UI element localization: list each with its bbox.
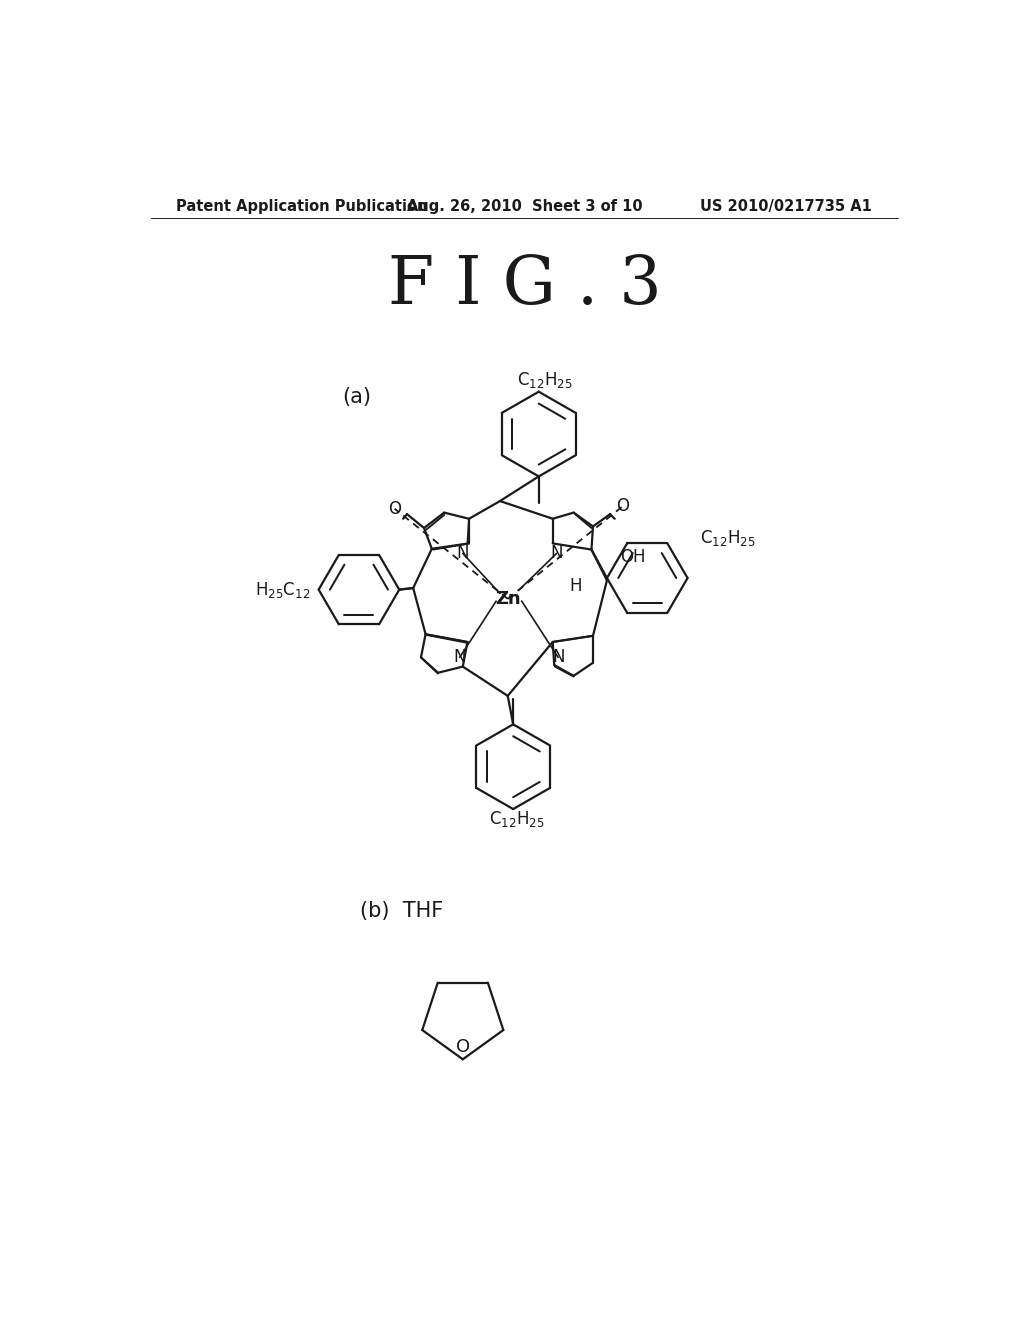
Text: O: O [616, 498, 629, 515]
Text: $\mathsf{C_{12}H_{25}}$: $\mathsf{C_{12}H_{25}}$ [517, 370, 572, 391]
Text: O: O [456, 1038, 470, 1056]
Text: N: N [550, 544, 563, 562]
Text: Aug. 26, 2010  Sheet 3 of 10: Aug. 26, 2010 Sheet 3 of 10 [407, 199, 643, 214]
Text: $\mathsf{H_{25}C_{12}}$: $\mathsf{H_{25}C_{12}}$ [255, 579, 311, 599]
Text: (a): (a) [342, 387, 371, 407]
Text: O: O [388, 500, 401, 517]
Text: N: N [454, 648, 466, 667]
Text: Patent Application Publication: Patent Application Publication [176, 199, 428, 214]
Text: OH: OH [621, 548, 645, 566]
Text: US 2010/0217735 A1: US 2010/0217735 A1 [700, 199, 872, 214]
Text: N: N [457, 544, 469, 562]
Text: $\mathsf{C_{12}H_{25}}$: $\mathsf{C_{12}H_{25}}$ [700, 528, 756, 548]
Text: Zn: Zn [495, 590, 520, 607]
Text: (b)  THF: (b) THF [360, 902, 443, 921]
Text: N: N [552, 648, 564, 667]
Text: $\mathsf{C_{12}H_{25}}$: $\mathsf{C_{12}H_{25}}$ [489, 809, 545, 829]
Text: H: H [569, 577, 583, 595]
Text: F I G . 3: F I G . 3 [388, 253, 662, 318]
